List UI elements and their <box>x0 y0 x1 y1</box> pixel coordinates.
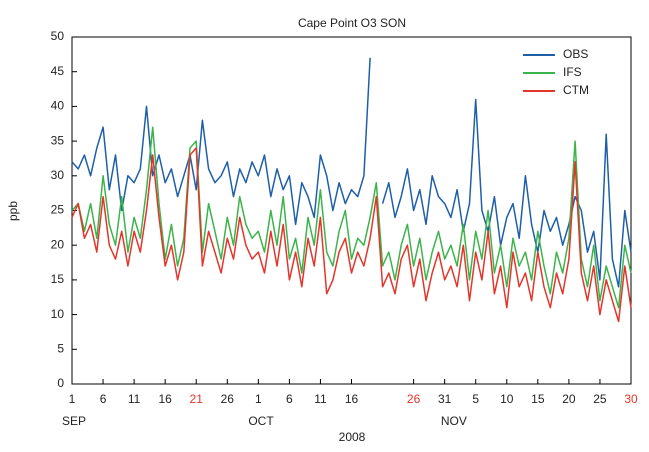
x-tick-label: 16 <box>158 392 172 406</box>
x-tick-label: 6 <box>286 392 293 406</box>
x-tick-label: 15 <box>531 392 545 406</box>
x-axis-label: 2008 <box>339 430 366 444</box>
chart-title: Cape Point O3 SON <box>298 16 406 30</box>
month-label: OCT <box>248 414 274 428</box>
legend-label: CTM <box>563 83 589 97</box>
x-tick-label: 30 <box>624 392 638 406</box>
y-tick-label: 40 <box>51 99 65 113</box>
x-tick-label: 21 <box>190 392 204 406</box>
y-tick-label: 5 <box>57 341 64 355</box>
x-tick-label: 20 <box>562 392 576 406</box>
y-tick-label: 15 <box>51 272 65 286</box>
month-label: NOV <box>441 414 467 428</box>
x-tick-label: 5 <box>472 392 479 406</box>
y-tick-label: 25 <box>51 203 65 217</box>
y-tick-label: 10 <box>51 307 65 321</box>
x-tick-label: 6 <box>100 392 107 406</box>
y-tick-label: 35 <box>51 133 65 147</box>
y-tick-label: 30 <box>51 168 65 182</box>
y-tick-label: 50 <box>51 29 65 43</box>
legend-label: IFS <box>563 65 582 79</box>
y-tick-label: 0 <box>57 376 64 390</box>
y-tick-label: 20 <box>51 237 65 251</box>
series-line <box>71 126 632 309</box>
x-tick-label: 10 <box>500 392 514 406</box>
y-axis-label: ppb <box>6 201 20 221</box>
x-tick-label: 1 <box>255 392 262 406</box>
x-tick-label: 26 <box>407 392 421 406</box>
series-line <box>71 147 632 323</box>
x-tick-label: 26 <box>221 392 235 406</box>
x-tick-label: 11 <box>314 392 327 406</box>
x-tick-label: 31 <box>438 392 452 406</box>
y-tick-label: 45 <box>51 64 65 78</box>
x-tick-label: 1 <box>69 392 76 406</box>
series-line <box>71 57 632 288</box>
plot-frame <box>71 36 632 385</box>
legend-label: OBS <box>563 47 588 61</box>
x-tick-label: 11 <box>128 392 141 406</box>
x-tick-label: 16 <box>345 392 359 406</box>
month-label: SEP <box>62 414 86 428</box>
x-tick-label: 25 <box>593 392 607 406</box>
